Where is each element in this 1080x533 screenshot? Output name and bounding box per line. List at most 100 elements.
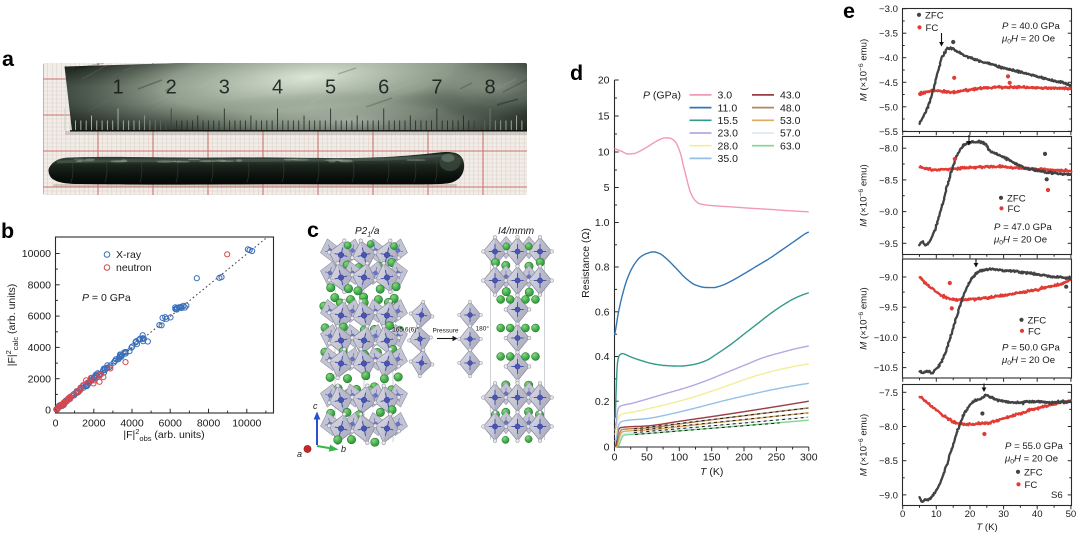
svg-text:0: 0 <box>45 405 51 417</box>
svg-text:−3.5: −3.5 <box>879 29 898 40</box>
svg-text:2000: 2000 <box>28 373 52 385</box>
svg-text:3.0: 3.0 <box>718 90 733 102</box>
svg-text:0: 0 <box>604 442 610 454</box>
svg-text:μ0H = 20 Oe: μ0H = 20 Oe <box>1001 34 1055 46</box>
svg-text:−9.5: −9.5 <box>879 303 898 314</box>
svg-text:1.0: 1.0 <box>595 217 610 229</box>
svg-text:10: 10 <box>598 147 610 159</box>
svg-text:30: 30 <box>998 509 1009 520</box>
svg-text:165.6(6)°: 165.6(6)° <box>392 326 419 334</box>
svg-text:P = 40.0 GPa: P = 40.0 GPa <box>1002 21 1061 32</box>
svg-text:10000: 10000 <box>22 248 51 260</box>
svg-text:150: 150 <box>703 452 721 464</box>
svg-text:300: 300 <box>800 452 818 464</box>
svg-text:−3.0: −3.0 <box>879 4 898 15</box>
svg-text:μ0H = 20 Oe: μ0H = 20 Oe <box>1001 355 1055 367</box>
svg-text:−8.0: −8.0 <box>879 422 898 433</box>
svg-text:50: 50 <box>1066 509 1077 520</box>
svg-text:−7.5: −7.5 <box>879 388 898 399</box>
svg-text:−5.0: −5.0 <box>879 102 898 113</box>
svg-text:8000: 8000 <box>197 418 221 430</box>
svg-text:28.0: 28.0 <box>718 140 739 152</box>
svg-text:20: 20 <box>598 75 610 87</box>
svg-text:ZFC: ZFC <box>1028 315 1047 326</box>
svg-text:−10.0: −10.0 <box>874 333 898 344</box>
svg-text:57.0: 57.0 <box>780 128 801 140</box>
svg-text:4000: 4000 <box>120 418 144 430</box>
svg-text:11.0: 11.0 <box>718 102 738 114</box>
svg-text:6000: 6000 <box>28 311 52 323</box>
svg-text:48.0: 48.0 <box>780 102 801 114</box>
svg-text:FC: FC <box>1025 480 1038 491</box>
svg-text:−8.0: −8.0 <box>879 144 898 155</box>
svg-text:−9.0: −9.0 <box>879 273 898 284</box>
svg-text:1: 1 <box>112 77 123 99</box>
svg-text:−9.5: −9.5 <box>879 239 898 250</box>
svg-text:a: a <box>297 449 302 459</box>
svg-text:P = 55.0 GPa: P = 55.0 GPa <box>1005 441 1064 452</box>
svg-text:X-ray: X-ray <box>116 249 142 261</box>
svg-text:6: 6 <box>378 77 389 99</box>
svg-text:23.0: 23.0 <box>718 128 739 140</box>
svg-text:200: 200 <box>735 452 753 464</box>
svg-text:M (×10−6 emu): M (×10−6 emu) <box>858 164 870 226</box>
svg-text:S6: S6 <box>1051 490 1063 501</box>
svg-text:−4.5: −4.5 <box>879 78 898 89</box>
svg-text:−9.0: −9.0 <box>879 490 898 501</box>
svg-text:2: 2 <box>166 77 177 99</box>
svg-text:0: 0 <box>900 509 905 520</box>
svg-text:P21/a: P21/a <box>355 226 380 239</box>
svg-text:100: 100 <box>671 452 689 464</box>
svg-text:6000: 6000 <box>159 418 183 430</box>
svg-text:c: c <box>313 401 318 411</box>
svg-text:−4.0: −4.0 <box>879 53 898 64</box>
svg-text:43.0: 43.0 <box>780 90 801 102</box>
svg-text:ZFC: ZFC <box>1024 467 1043 478</box>
svg-text:0.2: 0.2 <box>595 396 610 408</box>
svg-text:0: 0 <box>612 452 618 464</box>
svg-text:0.6: 0.6 <box>595 307 610 319</box>
svg-text:−9.0: −9.0 <box>879 207 898 218</box>
svg-text:b: b <box>341 444 346 454</box>
svg-text:3: 3 <box>219 77 230 99</box>
svg-text:40: 40 <box>1032 509 1043 520</box>
svg-text:M (×10−6 emu): M (×10−6 emu) <box>858 287 870 349</box>
svg-text:T (K): T (K) <box>976 522 997 533</box>
svg-text:μ0H = 20 Oe: μ0H = 20 Oe <box>1004 454 1058 466</box>
svg-text:|F|2obs (arb. units): |F|2obs (arb. units) <box>123 427 204 443</box>
svg-text:35.0: 35.0 <box>718 153 739 165</box>
svg-text:ZFC: ZFC <box>925 10 944 21</box>
svg-text:P (GPa): P (GPa) <box>643 90 681 102</box>
svg-text:−5.5: −5.5 <box>879 127 898 138</box>
svg-text:2000: 2000 <box>82 418 106 430</box>
svg-text:I4/mmm: I4/mmm <box>498 226 534 237</box>
svg-text:180°: 180° <box>476 325 490 333</box>
svg-text:M (×10−6 emu): M (×10−6 emu) <box>858 414 870 476</box>
svg-text:8000: 8000 <box>28 279 52 291</box>
svg-text:FC: FC <box>926 23 939 34</box>
svg-text:ZFC: ZFC <box>1007 193 1026 204</box>
svg-text:10: 10 <box>931 509 942 520</box>
svg-text:P = 0 GPa: P = 0 GPa <box>82 292 131 304</box>
svg-text:15.5: 15.5 <box>718 115 739 127</box>
svg-text:5: 5 <box>325 77 336 99</box>
svg-text:8: 8 <box>484 77 495 99</box>
svg-text:0: 0 <box>53 418 59 430</box>
svg-text:250: 250 <box>768 452 786 464</box>
svg-text:0.4: 0.4 <box>595 351 610 363</box>
svg-text:M (×10−6 emu): M (×10−6 emu) <box>858 39 870 101</box>
svg-text:−10.5: −10.5 <box>874 363 898 374</box>
svg-text:|F|2calc (arb. units): |F|2calc (arb. units) <box>4 284 20 367</box>
svg-text:63.0: 63.0 <box>780 140 801 152</box>
svg-text:Pressure: Pressure <box>432 328 458 335</box>
svg-text:20: 20 <box>965 509 976 520</box>
svg-text:0.8: 0.8 <box>595 262 610 274</box>
svg-text:P = 47.0 GPa: P = 47.0 GPa <box>994 222 1053 233</box>
svg-text:P = 50.0 GPa: P = 50.0 GPa <box>1002 343 1061 354</box>
svg-text:−8.5: −8.5 <box>879 456 898 467</box>
svg-text:T (K): T (K) <box>700 466 723 478</box>
svg-text:FC: FC <box>1008 204 1021 215</box>
svg-text:neutron: neutron <box>116 262 152 274</box>
svg-text:5: 5 <box>604 182 610 194</box>
svg-text:10000: 10000 <box>232 418 261 430</box>
